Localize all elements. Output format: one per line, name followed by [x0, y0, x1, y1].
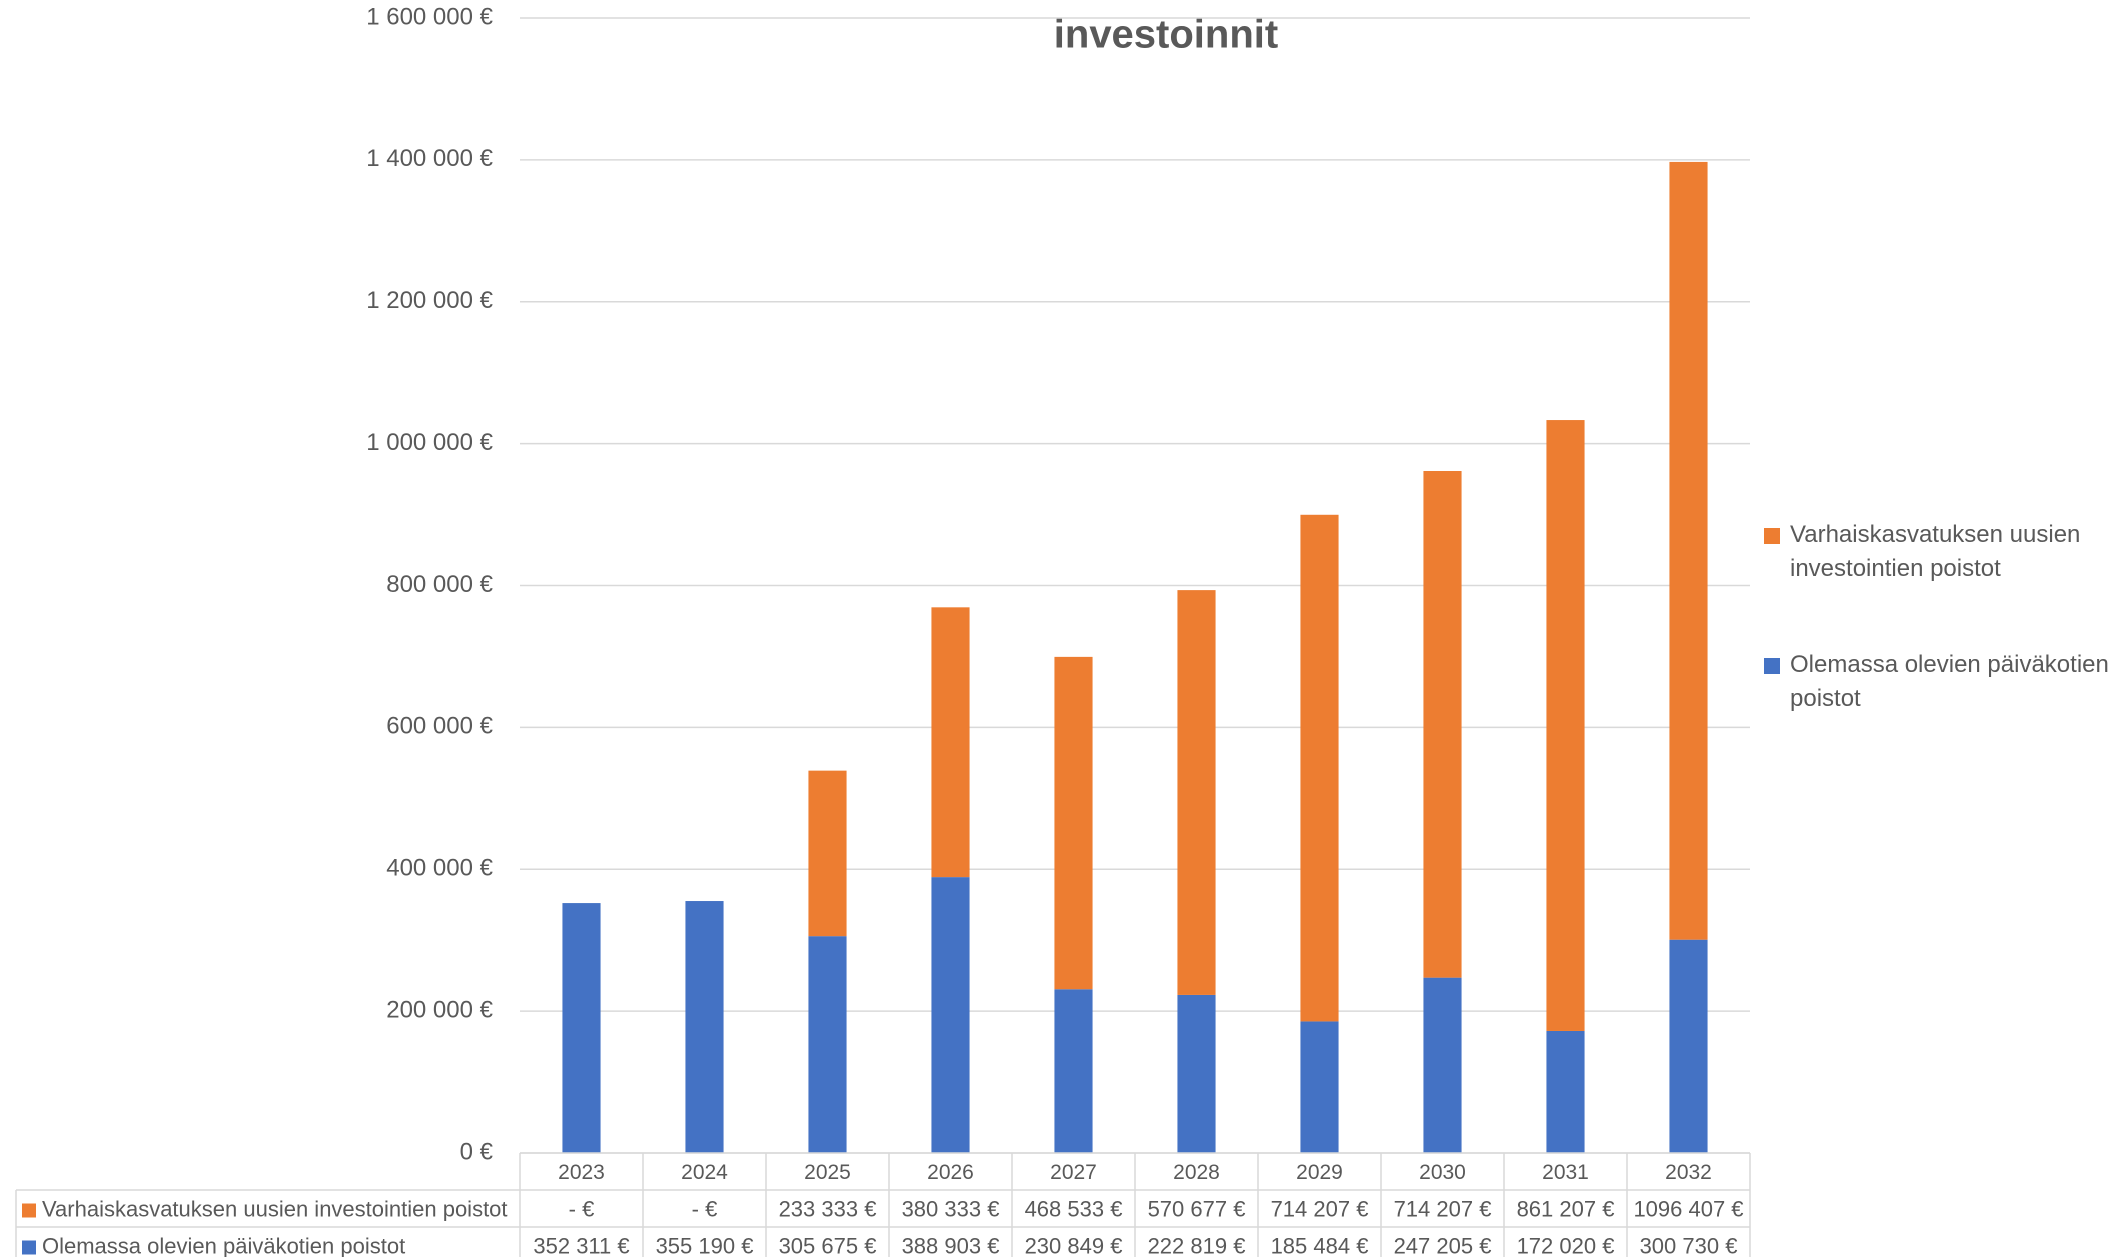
- x-tick-label: 2029: [1296, 1161, 1343, 1184]
- x-tick-label: 2023: [558, 1161, 605, 1184]
- x-tick-label: 2030: [1419, 1161, 1466, 1184]
- legend-key: [1764, 528, 1780, 544]
- y-tick-label: 400 000 €: [386, 855, 493, 882]
- bar-segment: [808, 936, 847, 1153]
- bar-segment: [931, 877, 970, 1153]
- bar-segment: [1177, 994, 1216, 1153]
- table-legend-key: [22, 1203, 36, 1218]
- table-value: 185 484 €: [1271, 1233, 1369, 1257]
- table-value: 714 207 €: [1271, 1196, 1369, 1221]
- bar-segment: [562, 903, 601, 1153]
- bar-segment: [1300, 514, 1339, 1022]
- y-tick-label: 1 400 000 €: [366, 145, 493, 172]
- legend-key: [1764, 658, 1780, 674]
- bar-segment: [1177, 590, 1216, 995]
- table-value: 1096 407 €: [1633, 1196, 1743, 1221]
- table-row-label: Varhaiskasvatuksen uusien investointien …: [42, 1196, 508, 1221]
- bar-segment: [808, 770, 847, 937]
- table-value: 305 675 €: [779, 1233, 877, 1257]
- bar-segment: [1423, 470, 1462, 978]
- table-value: 300 730 €: [1640, 1233, 1738, 1257]
- table-value: 468 533 €: [1025, 1196, 1123, 1221]
- x-tick-label: 2031: [1542, 1161, 1589, 1184]
- chart-title: investoinnit: [1054, 13, 1278, 57]
- bar-segment: [1300, 1021, 1339, 1153]
- y-tick-label: 0 €: [460, 1138, 494, 1165]
- bar-segment: [685, 901, 724, 1153]
- table-row-label: Olemassa olevien päiväkotien poistot: [42, 1233, 405, 1257]
- x-tick-label: 2024: [681, 1161, 728, 1184]
- table-value: 388 903 €: [902, 1233, 1000, 1257]
- bar-segment: [1669, 939, 1708, 1153]
- bar-segment: [931, 607, 970, 878]
- legend-label: Olemassa olevien päiväkotien poistot: [1790, 651, 2109, 712]
- table-value: 355 190 €: [656, 1233, 754, 1257]
- bar-segment: [1054, 989, 1093, 1153]
- table-value: 861 207 €: [1517, 1196, 1615, 1221]
- table-value: 570 677 €: [1148, 1196, 1246, 1221]
- table-value: 230 849 €: [1025, 1233, 1123, 1257]
- bar-segment: [1054, 656, 1093, 990]
- table-value: 172 020 €: [1517, 1233, 1615, 1257]
- table-value: 247 205 €: [1394, 1233, 1492, 1257]
- x-tick-label: 2027: [1050, 1161, 1097, 1184]
- bar-segment: [1423, 977, 1462, 1153]
- x-tick-label: 2025: [804, 1161, 851, 1184]
- y-tick-label: 1 000 000 €: [366, 429, 493, 456]
- table-value: 380 333 €: [902, 1196, 1000, 1221]
- x-tick-label: 2026: [927, 1161, 974, 1184]
- table-value: - €: [692, 1196, 718, 1221]
- y-tick-label: 600 000 €: [386, 713, 493, 740]
- x-tick-label: 2028: [1173, 1161, 1220, 1184]
- bar-segment: [1546, 420, 1585, 1031]
- y-tick-label: 1 600 000 €: [366, 3, 493, 30]
- y-tick-label: 800 000 €: [386, 571, 493, 598]
- table-value: 352 311 €: [533, 1233, 629, 1257]
- table-value: 222 819 €: [1148, 1233, 1246, 1257]
- table-value: 233 333 €: [779, 1196, 877, 1221]
- table-value: 714 207 €: [1394, 1196, 1492, 1221]
- table-legend-key: [22, 1240, 36, 1255]
- table-value: - €: [569, 1196, 595, 1221]
- y-tick-label: 1 200 000 €: [366, 287, 493, 314]
- x-tick-label: 2032: [1665, 1161, 1712, 1184]
- legend-label: Varhaiskasvatuksen uusien investointien …: [1790, 521, 2081, 582]
- bar-segment: [1546, 1030, 1585, 1153]
- bar-segment: [1669, 161, 1708, 940]
- y-tick-label: 200 000 €: [386, 996, 493, 1023]
